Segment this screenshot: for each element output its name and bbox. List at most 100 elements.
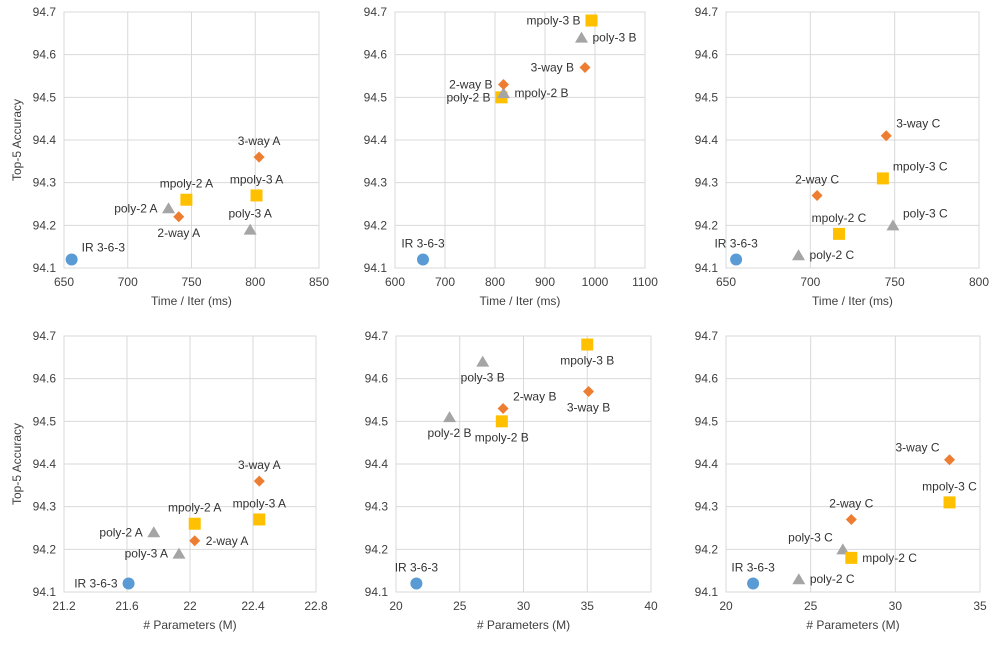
y-tick-label: 94.2: [695, 542, 719, 556]
x-tick-label: 750: [181, 275, 201, 289]
point-marker-triangle: [836, 543, 850, 555]
data-label: 3-way A: [238, 458, 281, 472]
data-label: mpoly-2 A: [160, 177, 213, 191]
point-marker-circle: [65, 253, 78, 266]
data-label: 3-way A: [238, 134, 281, 148]
data-label: poly-3 C: [788, 530, 833, 544]
x-axis-title: # Parameters (M): [806, 618, 899, 632]
point-marker-diamond: [497, 403, 509, 415]
data-label: 3-way C: [896, 441, 940, 455]
plot-area-frame: [63, 335, 317, 593]
x-tick-label: 22.4: [241, 599, 265, 613]
chart-panel-params-A: 94.1 94.2 94.3 94.4 94.5 94.6 94.7 21.2 21.6 22 22…: [10, 329, 328, 632]
data-label: poly-2 A: [114, 201, 157, 215]
point-marker-circle: [417, 253, 429, 266]
data-label: poly-2 B: [446, 90, 490, 104]
y-tick-label: 94.2: [695, 218, 719, 232]
x-tick-label: 30: [889, 599, 903, 613]
data-label: mpoly-3 A: [233, 496, 286, 510]
x-axis-title: Time / Iter (ms): [812, 294, 893, 308]
point-marker-circle: [122, 577, 135, 590]
data-label: 3-way B: [531, 60, 574, 74]
point-marker-triangle: [792, 573, 806, 585]
x-tick-label: 750: [885, 275, 905, 289]
y-tick-label: 94.7: [364, 5, 388, 19]
y-tick-label: 94.3: [33, 176, 57, 190]
y-tick-label: 94.1: [33, 261, 57, 275]
data-label: 2-way B: [513, 390, 556, 404]
y-tick-label: 94.4: [695, 133, 719, 147]
y-tick-label: 94.4: [695, 457, 719, 471]
data-label: mpoly-3 B: [560, 354, 614, 368]
point-marker-triangle: [172, 547, 186, 559]
data-label: mpoly-3 C: [922, 479, 977, 493]
y-tick-label: 94.3: [695, 176, 719, 190]
x-tick-label: 20: [389, 599, 403, 613]
point-marker-square: [495, 415, 508, 428]
plot-area-frame: [725, 335, 981, 593]
x-tick-label: 1100: [632, 275, 658, 289]
data-label: IR 3-6-3: [401, 236, 445, 250]
y-tick-label: 94.7: [365, 329, 389, 343]
y-tick-label: 94.7: [33, 329, 57, 343]
data-label: 2-way A: [157, 226, 200, 240]
y-tick-label: 94.1: [365, 585, 389, 599]
y-tick-label: 94.3: [695, 500, 719, 514]
point-marker-square: [188, 517, 201, 530]
chart-panel-time-B: 94.1 94.2 94.3 94.4 94.5 94.6 94.7 600 700 800 900…: [364, 5, 659, 308]
y-tick-label: 94.4: [33, 133, 57, 147]
data-label: IR 3-6-3: [731, 560, 775, 574]
point-marker-square: [943, 496, 956, 509]
point-marker-square: [845, 551, 858, 564]
data-label: IR 3-6-3: [82, 240, 126, 254]
data-label: IR 3-6-3: [74, 576, 118, 590]
point-marker-circle: [747, 577, 760, 590]
point-marker-triangle: [476, 355, 490, 367]
point-marker-square: [876, 172, 889, 185]
point-marker-triangle: [886, 219, 900, 231]
data-label: poly-3 A: [228, 207, 271, 221]
data-label: 3-way C: [896, 117, 940, 131]
point-marker-triangle: [792, 249, 806, 261]
x-tick-label: 800: [969, 275, 989, 289]
x-tick-label: 21.6: [115, 599, 139, 613]
x-tick-label: 1000: [582, 275, 609, 289]
data-label: IR 3-6-3: [395, 560, 439, 574]
y-tick-label: 94.4: [365, 457, 389, 471]
x-tick-label: 650: [716, 275, 736, 289]
y-tick-label: 94.3: [33, 500, 57, 514]
data-label: 2-way A: [206, 534, 249, 548]
point-marker-square: [581, 338, 594, 351]
data-label: mpoly-2 C: [862, 551, 917, 565]
y-tick-label: 94.6: [364, 48, 388, 62]
y-tick-label: 94.6: [365, 372, 389, 386]
point-marker-diamond: [173, 211, 185, 223]
y-tick-label: 94.3: [365, 500, 389, 514]
y-tick-label: 94.7: [695, 329, 719, 343]
data-label: poly-2 B: [428, 426, 472, 440]
x-axis-title: # Parameters (M): [143, 618, 236, 632]
point-marker-triangle: [243, 223, 257, 235]
data-label: poly-3 B: [461, 371, 505, 385]
x-axis-title: # Parameters (M): [477, 618, 570, 632]
x-tick-label: 700: [435, 275, 455, 289]
point-marker-diamond: [880, 130, 892, 142]
data-label: mpoly-2 A: [168, 501, 221, 515]
point-marker-diamond: [253, 151, 265, 163]
x-tick-label: 22.8: [304, 599, 328, 613]
y-axis-title: Top-5 Accuracy: [10, 99, 24, 181]
x-tick-label: 20: [719, 599, 733, 613]
x-tick-label: 700: [800, 275, 820, 289]
point-marker-circle: [410, 577, 423, 590]
point-marker-diamond: [811, 189, 823, 201]
x-tick-label: 900: [535, 275, 555, 289]
y-tick-label: 94.5: [695, 414, 719, 428]
y-tick-label: 94.6: [33, 372, 57, 386]
y-tick-label: 94.2: [365, 542, 389, 556]
data-label: poly-2 C: [810, 572, 855, 586]
data-label: mpoly-2 C: [812, 211, 867, 225]
data-label: mpoly-2 B: [475, 430, 529, 444]
data-label: 2-way B: [449, 78, 492, 92]
